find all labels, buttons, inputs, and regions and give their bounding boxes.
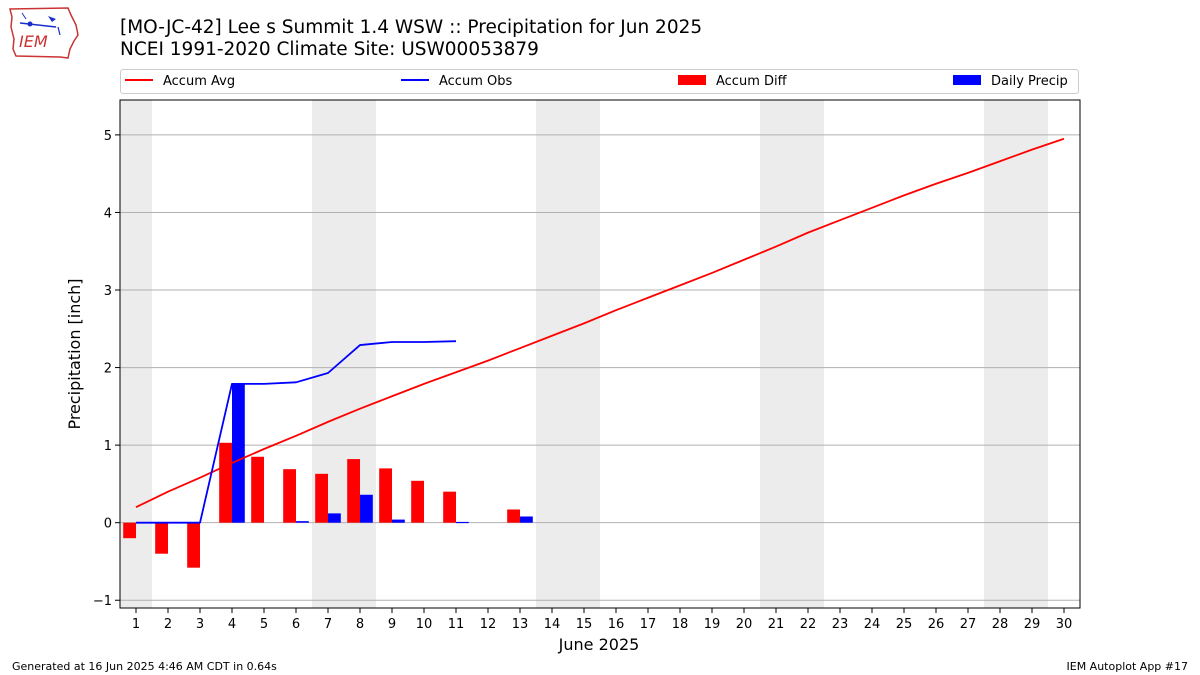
plot-frame bbox=[119, 99, 1081, 609]
accum-diff-bar bbox=[443, 491, 456, 523]
x-tick-label: 27 bbox=[960, 617, 977, 632]
accum-diff-bar bbox=[187, 522, 200, 568]
weekend-shading bbox=[120, 100, 1048, 608]
weekend-band bbox=[312, 100, 376, 608]
legend-swatch-daily-precip bbox=[953, 74, 981, 85]
legend-label: Accum Avg bbox=[163, 74, 236, 89]
x-tick-label: 19 bbox=[704, 617, 721, 632]
accum-obs-line bbox=[136, 340, 457, 524]
x-tick-label: 4 bbox=[228, 617, 236, 632]
accum-diff-bar bbox=[507, 509, 520, 523]
accum-diff-bar bbox=[411, 480, 424, 523]
iem-logo: IEM bbox=[9, 7, 79, 59]
x-tick-label: 3 bbox=[196, 617, 204, 632]
legend-item-daily-precip: Daily Precip bbox=[953, 74, 1068, 90]
accum-diff-bar bbox=[251, 456, 264, 523]
daily-precip-bar bbox=[232, 383, 245, 523]
y-tick-label: 5 bbox=[104, 129, 112, 144]
accum-diff-bar bbox=[283, 469, 296, 523]
footer-app: IEM Autoplot App #17 bbox=[1066, 660, 1189, 673]
legend-swatch-accum-avg bbox=[125, 78, 153, 81]
x-tick-label: 6 bbox=[292, 617, 300, 632]
legend-item-accum-avg: Accum Avg bbox=[125, 74, 235, 90]
daily-precip-bar bbox=[360, 494, 373, 523]
daily-precip-bar bbox=[296, 521, 309, 523]
y-tick-label: 2 bbox=[104, 362, 112, 377]
legend-item-accum-diff: Accum Diff bbox=[678, 74, 787, 90]
daily-precip-bar bbox=[520, 516, 533, 523]
footer-generated: Generated at 16 Jun 2025 4:46 AM CDT in … bbox=[12, 660, 277, 673]
x-tick-label: 29 bbox=[1024, 617, 1041, 632]
accum-diff-bar bbox=[379, 468, 392, 523]
x-tick-label: 26 bbox=[928, 617, 945, 632]
x-tick-label: 14 bbox=[544, 617, 561, 632]
x-tick-label: 13 bbox=[512, 617, 529, 632]
accum-diff-bar bbox=[347, 459, 360, 523]
x-tick-label: 12 bbox=[480, 617, 497, 632]
accum-diff-bar bbox=[123, 522, 136, 539]
x-tick-label: 8 bbox=[356, 617, 364, 632]
chart-title: [MO-JC-42] Lee s Summit 1.4 WSW :: Preci… bbox=[120, 17, 702, 61]
y-tick-label: 1 bbox=[104, 439, 112, 454]
x-tick-label: 2 bbox=[164, 617, 172, 632]
legend-label: Accum Diff bbox=[716, 74, 787, 89]
x-tick-label: 18 bbox=[672, 617, 689, 632]
daily-precip-bar bbox=[328, 513, 341, 523]
x-tick-label: 28 bbox=[992, 617, 1009, 632]
x-tick-label: 22 bbox=[800, 617, 817, 632]
y-axis-label: Precipitation [inch] bbox=[65, 278, 84, 429]
daily-precip-bar bbox=[392, 519, 405, 523]
accum-avg-line bbox=[135, 137, 1065, 508]
x-tick-label: 20 bbox=[736, 617, 753, 632]
x-tick-label: 30 bbox=[1056, 617, 1073, 632]
y-tick-label: −1 bbox=[93, 594, 112, 609]
weekend-band bbox=[760, 100, 824, 608]
x-tick-label: 17 bbox=[640, 617, 657, 632]
x-tick-label: 5 bbox=[260, 617, 268, 632]
legend-swatch-accum-obs bbox=[401, 78, 429, 81]
line-series bbox=[135, 137, 1065, 524]
gridlines bbox=[120, 134, 1080, 601]
x-tick-label: 21 bbox=[768, 617, 785, 632]
y-tick-label: 4 bbox=[104, 206, 112, 221]
x-tick-label: 10 bbox=[416, 617, 433, 632]
accum-diff-bar bbox=[155, 522, 168, 554]
legend: Accum Avg Accum Obs Accum Diff Daily Pre… bbox=[120, 69, 1079, 94]
weekend-band bbox=[984, 100, 1048, 608]
legend-label: Daily Precip bbox=[991, 74, 1068, 89]
legend-swatch-accum-diff bbox=[678, 74, 706, 85]
accum-diff-bar bbox=[315, 473, 328, 523]
y-tick-label: 0 bbox=[104, 517, 112, 532]
bar-series bbox=[123, 383, 533, 568]
x-tick-label: 7 bbox=[324, 617, 332, 632]
weekend-band bbox=[536, 100, 600, 608]
x-axis-label: June 2025 bbox=[558, 635, 640, 654]
title-line-2: NCEI 1991-2020 Climate Site: USW00053879 bbox=[120, 39, 539, 60]
title-line-1: [MO-JC-42] Lee s Summit 1.4 WSW :: Preci… bbox=[120, 17, 703, 38]
x-tick-label: 11 bbox=[448, 617, 465, 632]
x-tick-label: 16 bbox=[608, 617, 625, 632]
logo-text: IEM bbox=[19, 32, 48, 51]
y-tick-label: 3 bbox=[104, 284, 112, 299]
x-tick-label: 15 bbox=[576, 617, 593, 632]
legend-label: Accum Obs bbox=[439, 74, 513, 89]
x-tick-label: 24 bbox=[864, 617, 881, 632]
x-tick-label: 23 bbox=[832, 617, 849, 632]
legend-item-accum-obs: Accum Obs bbox=[401, 74, 512, 90]
x-tick-label: 1 bbox=[132, 617, 140, 632]
x-tick-label: 9 bbox=[388, 617, 396, 632]
daily-precip-bar bbox=[456, 521, 469, 524]
x-tick-label: 25 bbox=[896, 617, 913, 632]
accum-diff-bar bbox=[219, 442, 232, 523]
